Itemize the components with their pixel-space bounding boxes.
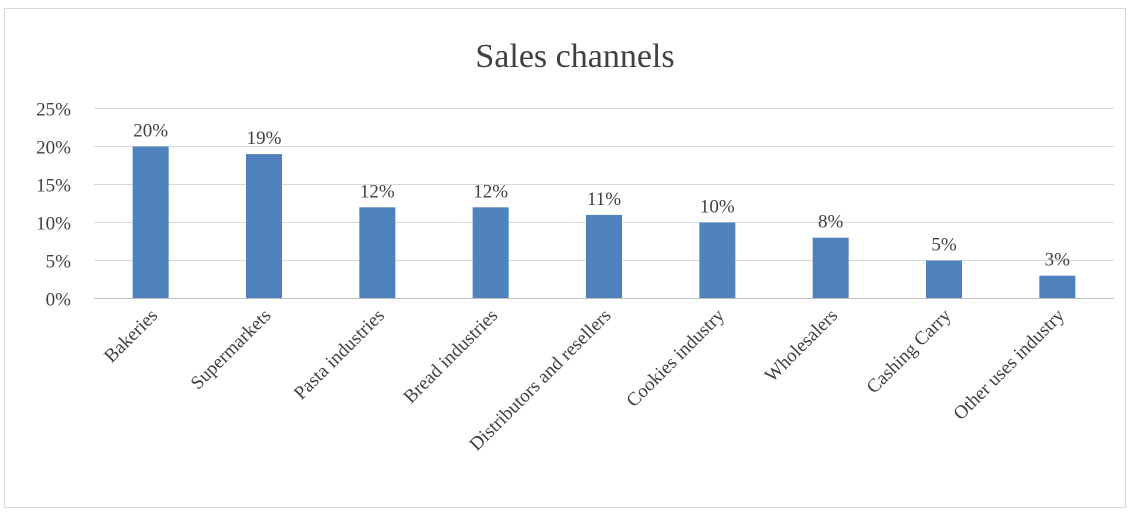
- y-axis-ticks: 0% 5% 10% 15% 20% 25%: [36, 100, 71, 311]
- y-tick-label: 20%: [36, 138, 71, 159]
- y-tick-label: 5%: [46, 252, 72, 273]
- data-label: 11%: [587, 189, 621, 210]
- bar: [586, 214, 622, 299]
- y-tick-label: 25%: [36, 100, 71, 121]
- bar: [472, 207, 509, 299]
- chart-title: Sales channels: [475, 38, 674, 75]
- category-label: Wholesalers: [761, 305, 842, 386]
- data-label: 3%: [1045, 250, 1071, 271]
- chart-frame: Sales channels 0% 5% 10% 15% 20% 25% 20% 19% 12…: [4, 8, 1126, 508]
- data-label: 8%: [818, 212, 844, 233]
- category-label: Supermarkets: [187, 305, 276, 394]
- data-label: 20%: [133, 121, 168, 142]
- bar: [359, 207, 396, 299]
- category-label: Pasta industries: [290, 305, 389, 404]
- category-label: Cashing Carry: [863, 305, 956, 398]
- bar: [699, 222, 736, 299]
- data-label: 12%: [473, 181, 508, 202]
- bar: [812, 237, 849, 299]
- data-labels: 20% 19% 12% 12% 11% 10% 8% 5% 3%: [133, 121, 1070, 271]
- y-tick-label: 0%: [46, 290, 72, 311]
- category-label: Cookies industry: [623, 305, 730, 412]
- bar: [1039, 275, 1076, 299]
- data-label: 5%: [931, 235, 957, 256]
- category-labels: Bakeries Supermarkets Pasta industries Brea…: [100, 305, 1069, 455]
- sales-channels-chart: Sales channels 0% 5% 10% 15% 20% 25% 20% 19% 12…: [36, 38, 1114, 455]
- y-tick-label: 10%: [36, 214, 71, 235]
- data-label: 12%: [360, 181, 395, 202]
- bars: [132, 146, 1076, 299]
- data-label: 10%: [700, 197, 735, 218]
- y-tick-label: 15%: [36, 176, 71, 197]
- category-label: Other uses industry: [950, 305, 1070, 425]
- data-label: 19%: [247, 128, 282, 149]
- category-label: Bakeries: [100, 305, 162, 367]
- category-label: Bread industries: [400, 305, 503, 408]
- bar: [132, 146, 169, 299]
- bar: [926, 260, 962, 299]
- bar: [246, 154, 282, 299]
